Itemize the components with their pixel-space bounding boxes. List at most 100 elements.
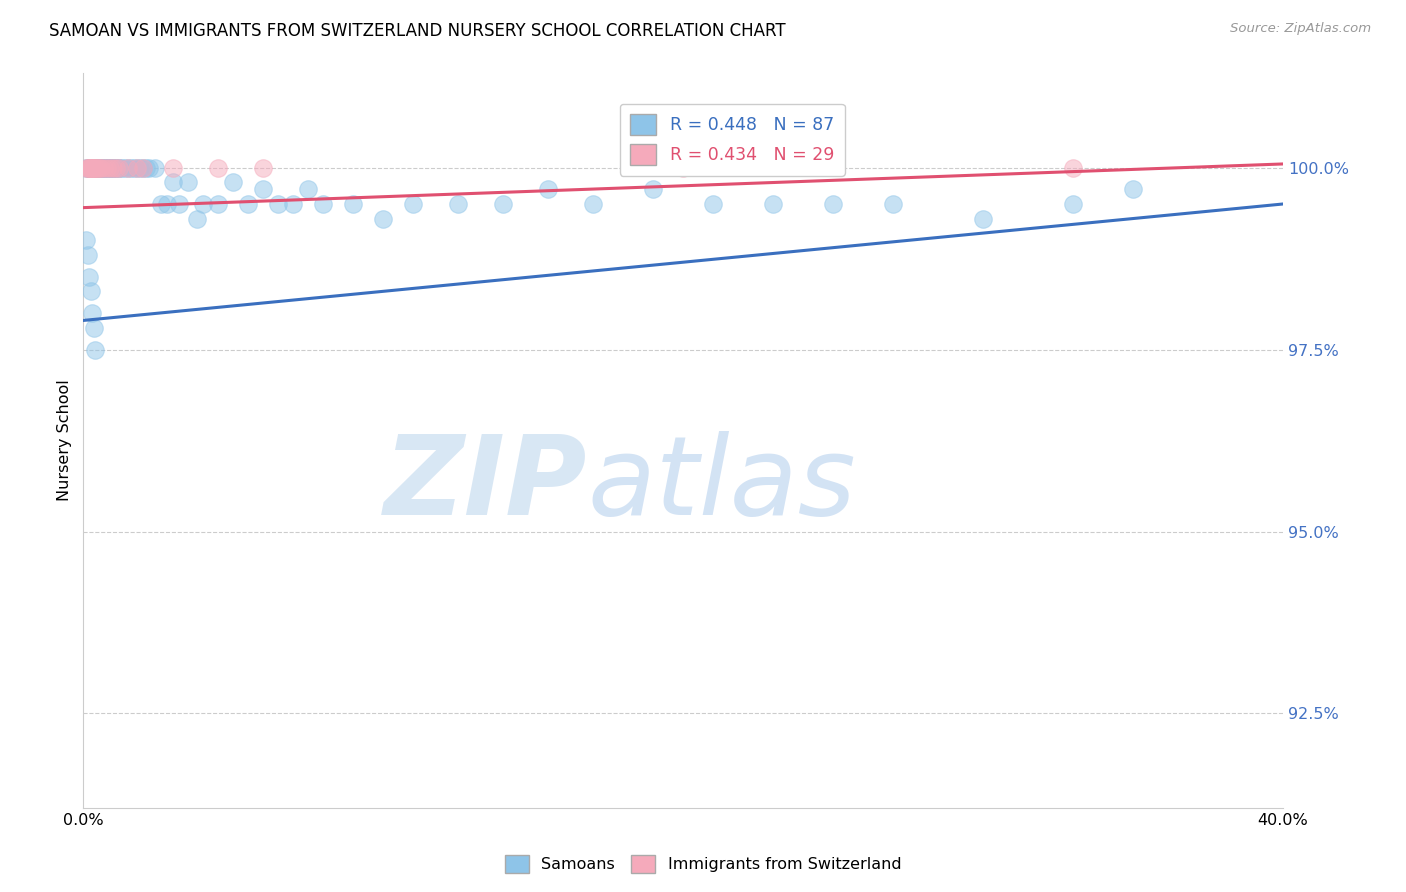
Point: [79, 161, 101, 175]
Point: [82, 306, 104, 320]
Point: [89, 161, 111, 175]
Point: [87, 161, 110, 175]
Point: [1122, 182, 1144, 196]
Point: [82, 161, 104, 175]
Legend: Samoans, Immigrants from Switzerland: Samoans, Immigrants from Switzerland: [498, 848, 908, 880]
Point: [672, 161, 695, 175]
Point: [76, 248, 98, 262]
Point: [94, 161, 117, 175]
Point: [103, 161, 125, 175]
Point: [80, 161, 103, 175]
Point: [84, 161, 107, 175]
Point: [83, 161, 105, 175]
Point: [86, 161, 108, 175]
Point: [105, 161, 128, 175]
Point: [143, 161, 166, 175]
Legend: R = 0.448   N = 87, R = 0.434   N = 29: R = 0.448 N = 87, R = 0.434 N = 29: [620, 103, 845, 176]
Point: [882, 197, 904, 211]
Point: [823, 197, 845, 211]
Point: [87, 161, 110, 175]
Point: [267, 197, 290, 211]
Point: [91, 161, 114, 175]
Point: [297, 182, 319, 196]
Point: [96, 161, 118, 175]
Point: [162, 175, 184, 189]
Text: atlas: atlas: [588, 431, 856, 538]
Point: [252, 182, 274, 196]
Point: [84, 343, 107, 357]
Point: [82, 161, 104, 175]
Point: [177, 175, 200, 189]
Point: [252, 161, 274, 175]
Point: [193, 197, 215, 211]
Point: [111, 161, 134, 175]
Point: [162, 161, 184, 175]
Point: [127, 161, 149, 175]
Point: [79, 161, 101, 175]
Point: [582, 197, 605, 211]
Point: [83, 161, 105, 175]
Point: [90, 161, 112, 175]
Point: [207, 197, 229, 211]
Point: [101, 161, 124, 175]
Point: [82, 161, 104, 175]
Point: [84, 161, 107, 175]
Point: [75, 161, 97, 175]
Point: [114, 161, 136, 175]
Point: [83, 320, 105, 334]
Point: [124, 161, 146, 175]
Point: [82, 161, 104, 175]
Point: [105, 161, 128, 175]
Point: [117, 161, 139, 175]
Point: [76, 161, 98, 175]
Point: [75, 161, 97, 175]
Point: [186, 211, 208, 226]
Point: [1062, 161, 1084, 175]
Point: [447, 197, 470, 211]
Point: [90, 161, 112, 175]
Point: [80, 161, 103, 175]
Point: [80, 161, 103, 175]
Point: [238, 197, 260, 211]
Point: [108, 161, 131, 175]
Point: [138, 161, 160, 175]
Point: [98, 161, 121, 175]
Point: [402, 197, 425, 211]
Point: [89, 161, 111, 175]
Point: [79, 269, 101, 284]
Point: [89, 161, 111, 175]
Point: [132, 161, 155, 175]
Point: [120, 161, 142, 175]
Point: [283, 197, 305, 211]
Point: [129, 161, 152, 175]
Point: [762, 197, 785, 211]
Point: [643, 182, 665, 196]
Point: [537, 182, 560, 196]
Point: [105, 161, 128, 175]
Point: [972, 211, 994, 226]
Point: [84, 161, 107, 175]
Point: [76, 161, 98, 175]
Point: [1062, 197, 1084, 211]
Point: [150, 197, 173, 211]
Point: [135, 161, 157, 175]
Point: [79, 161, 101, 175]
Point: [86, 161, 108, 175]
Point: [108, 161, 131, 175]
Point: [83, 161, 105, 175]
Point: [156, 197, 179, 211]
Point: [93, 161, 115, 175]
Point: [82, 161, 104, 175]
Point: [103, 161, 125, 175]
Point: [96, 161, 118, 175]
Point: [93, 161, 115, 175]
Point: [86, 161, 108, 175]
Point: [87, 161, 110, 175]
Point: [207, 161, 229, 175]
Point: [492, 197, 515, 211]
Point: [90, 161, 112, 175]
Point: [373, 211, 395, 226]
Text: ZIP: ZIP: [384, 431, 588, 538]
Point: [80, 161, 103, 175]
Point: [80, 285, 103, 299]
